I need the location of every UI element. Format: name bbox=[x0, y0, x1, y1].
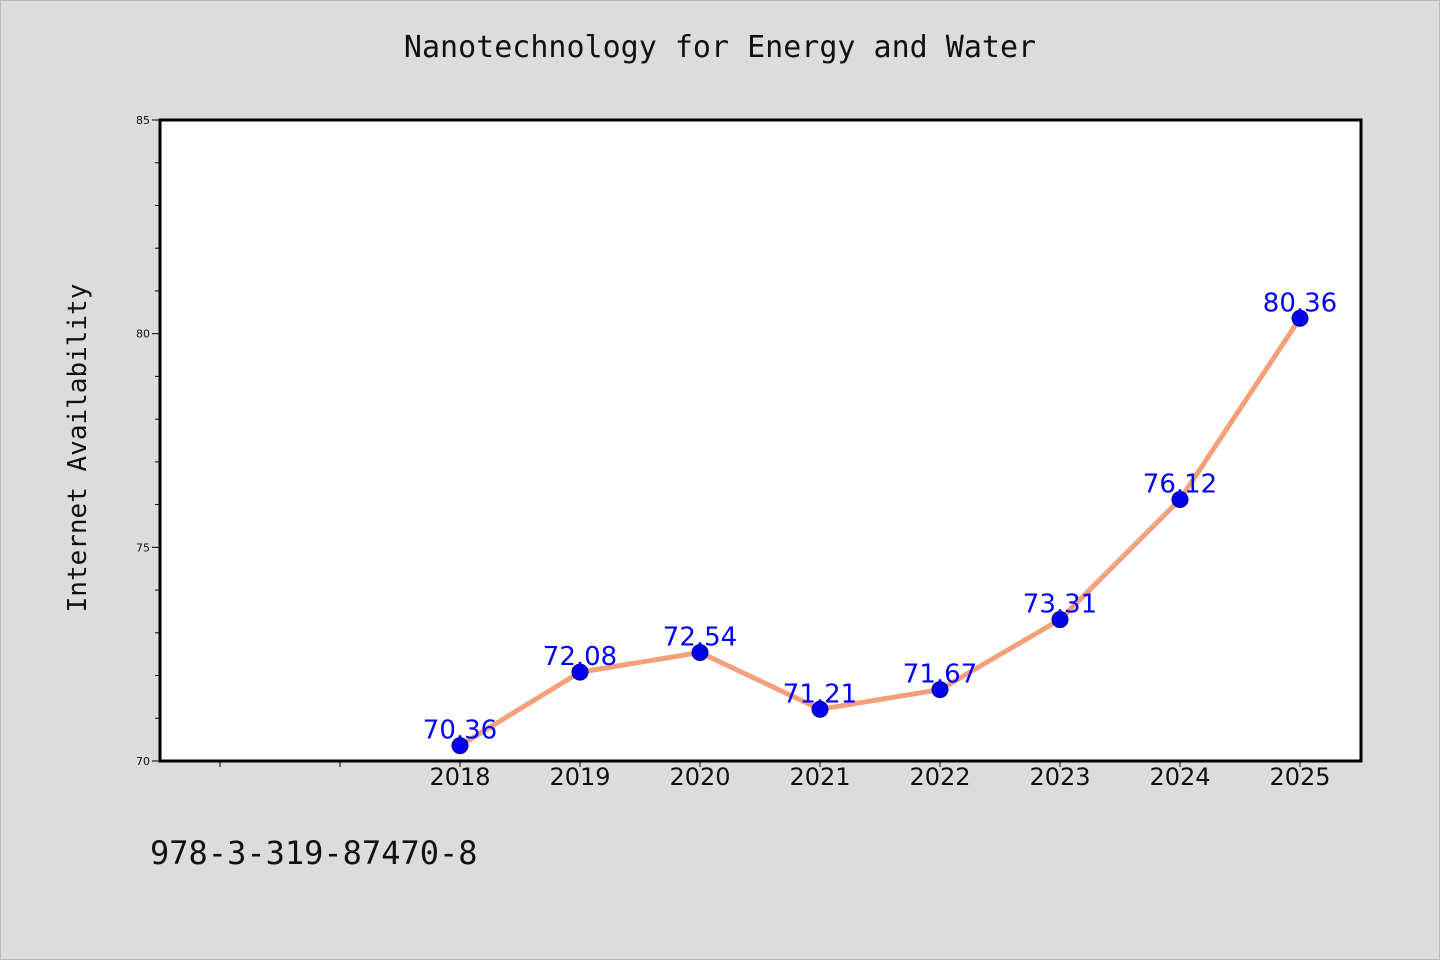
data-label: 71.67 bbox=[903, 660, 977, 690]
x-tick-label: 2022 bbox=[909, 763, 970, 791]
data-label: 72.08 bbox=[543, 642, 617, 672]
series-line-group bbox=[457, 315, 1303, 749]
data-point-marker bbox=[571, 663, 589, 681]
data-label: 76.12 bbox=[1143, 469, 1217, 499]
x-tick-label: 2018 bbox=[429, 763, 490, 791]
axes: 70 75 80 85 2018 2019 2020 2021 2022 2023 2024 2025 bbox=[136, 114, 1331, 791]
data-point-marker bbox=[691, 643, 709, 661]
data-label: 72.54 bbox=[663, 622, 737, 652]
chart-title: Nanotechnology for Energy and Water bbox=[403, 30, 1037, 65]
series-line bbox=[457, 315, 1303, 749]
data-point-marker bbox=[451, 737, 469, 755]
data-labels-group: 70.36 72.08 72.54 71.21 71.67 73.31 76.12 80.36 bbox=[423, 288, 1337, 745]
data-label: 70.36 bbox=[423, 716, 497, 746]
y-tick-label: 75 bbox=[136, 541, 150, 554]
x-tick-label: 2019 bbox=[549, 763, 610, 791]
x-tick-label: 2023 bbox=[1029, 763, 1090, 791]
data-point-marker bbox=[1291, 309, 1309, 327]
x-tick-label: 2024 bbox=[1149, 763, 1210, 791]
x-tick-label: 2025 bbox=[1269, 763, 1330, 791]
y-axis-label-group: Internet Availability bbox=[63, 284, 93, 613]
data-label: 71.21 bbox=[783, 679, 857, 709]
data-point-marker bbox=[811, 700, 829, 718]
plot-area bbox=[158, 118, 1363, 763]
markers-group bbox=[451, 309, 1309, 755]
isbn-text: 978-3-319-87470-8 bbox=[150, 834, 478, 872]
data-point-marker bbox=[1171, 490, 1189, 508]
y-tick-label: 80 bbox=[136, 328, 150, 341]
x-tick-label: 2021 bbox=[789, 763, 850, 791]
x-tick-label: 2020 bbox=[669, 763, 730, 791]
data-point-marker bbox=[1051, 611, 1069, 629]
y-axis-label: Internet Availability bbox=[63, 284, 93, 613]
y-tick-label: 70 bbox=[136, 755, 150, 768]
y-tick-label: 85 bbox=[136, 114, 150, 127]
data-label: 80.36 bbox=[1263, 288, 1337, 318]
data-label: 73.31 bbox=[1023, 590, 1097, 620]
data-point-marker bbox=[931, 681, 949, 699]
